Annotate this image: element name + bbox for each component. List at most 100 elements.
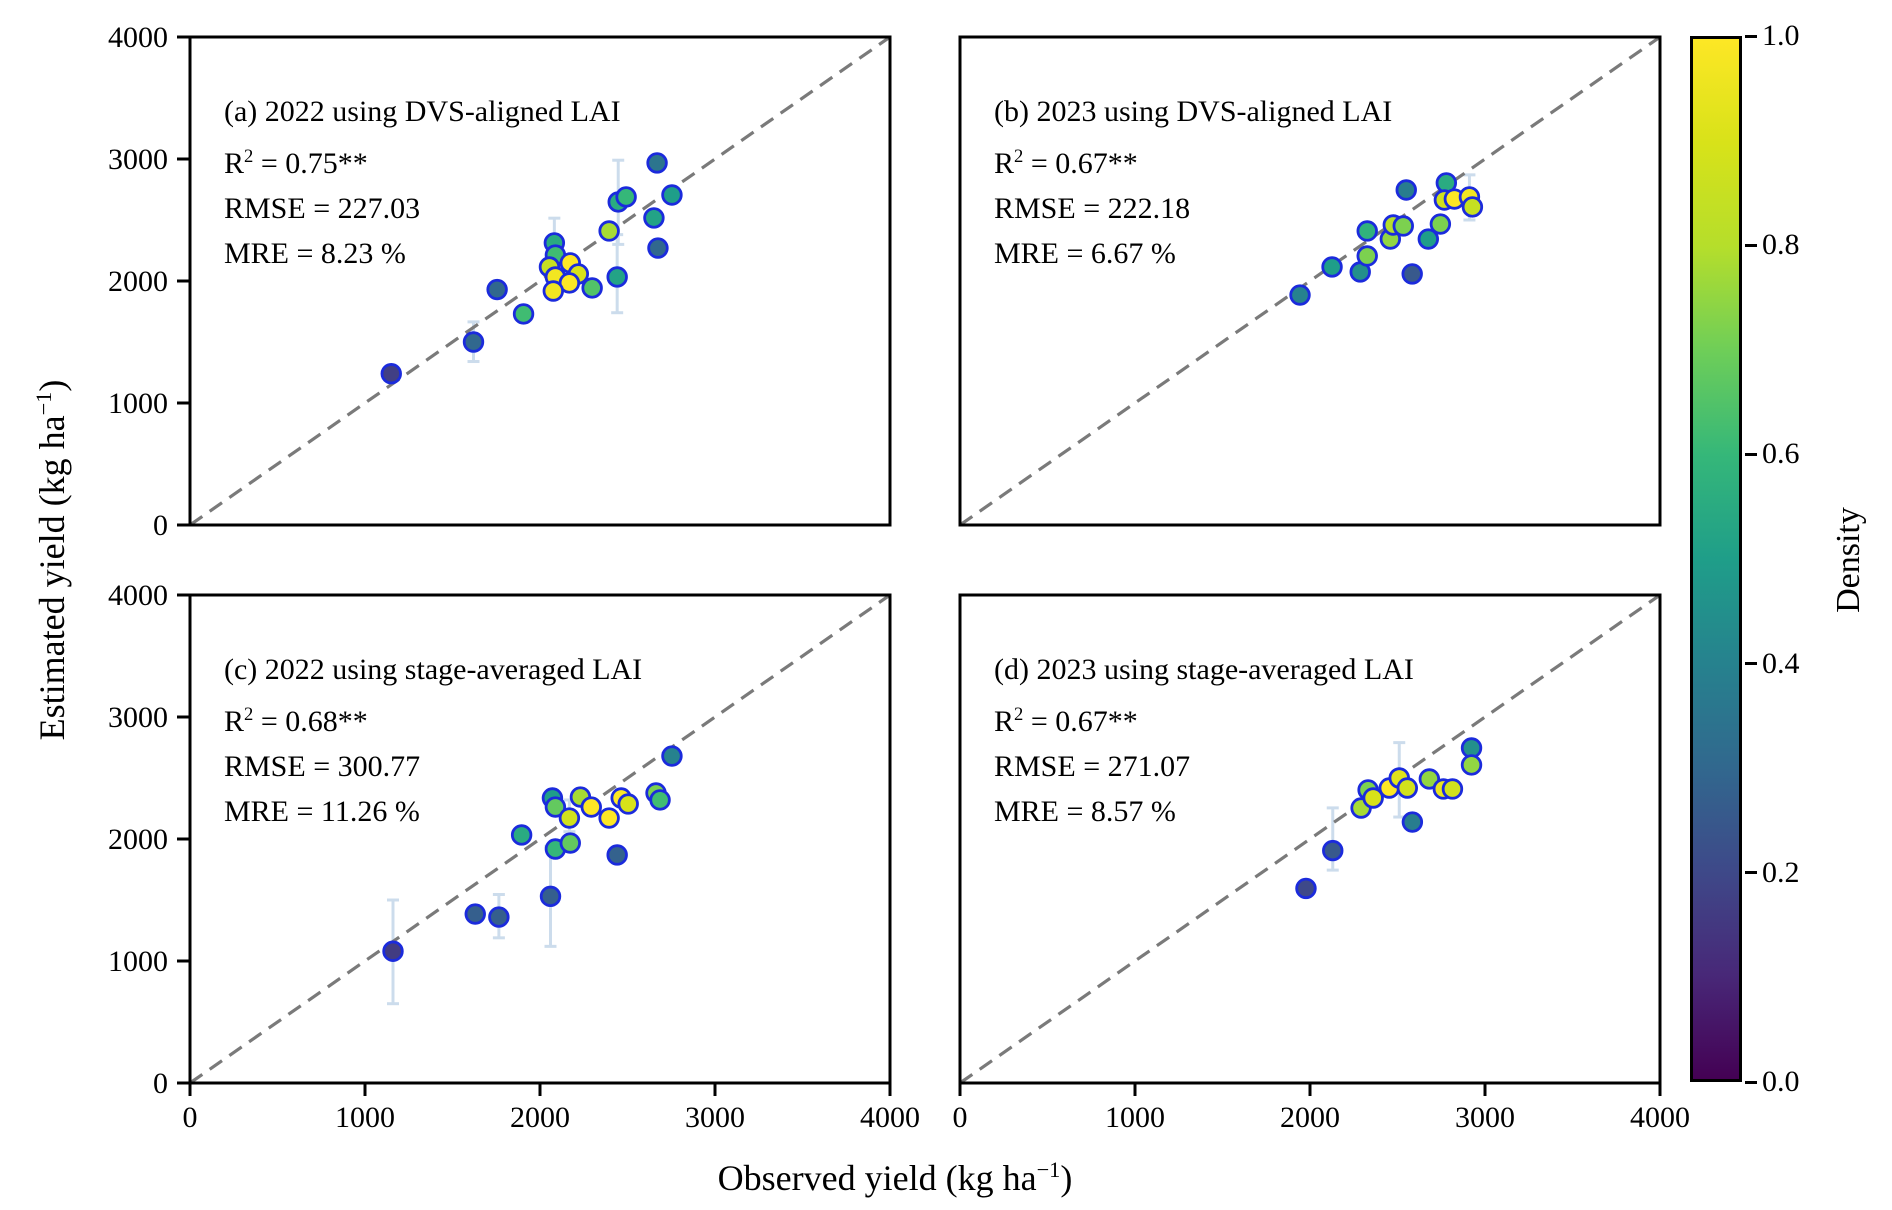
data-point <box>488 906 510 928</box>
data-point <box>1395 179 1417 201</box>
x-tick-label: 3000 <box>685 1101 745 1134</box>
data-point <box>1441 778 1464 800</box>
data-point <box>542 280 565 302</box>
panel-frame <box>958 35 1662 527</box>
scatter-plot-a: 0 1000 2000 3000 4000 <box>108 21 892 542</box>
panel-d-2023-stage-averaged: 0 1000 2000 3000 4000 (d) 2023 using stage-a… <box>953 593 1690 1134</box>
y-tick-label: 3000 <box>108 701 168 734</box>
x-tick-label: 2000 <box>510 1101 570 1134</box>
data-point <box>1289 284 1311 306</box>
data-point <box>1362 787 1384 809</box>
data-point <box>462 331 485 353</box>
panel-title: (c) 2022 using stage-averaged LAI <box>224 653 643 686</box>
y-tick-label: 2000 <box>108 265 168 298</box>
data-point <box>539 885 562 908</box>
colorbar-tick <box>1745 34 1757 38</box>
data-point <box>1417 228 1440 250</box>
data-point <box>606 266 628 288</box>
x-tick-label: 2000 <box>1280 1101 1340 1134</box>
rmse-text: RMSE = 227.03 <box>224 192 421 225</box>
panel-frame <box>958 593 1662 1085</box>
data-point <box>1461 196 1484 218</box>
data-point <box>661 745 683 767</box>
x-tick-label: 3000 <box>1455 1101 1515 1134</box>
panel-title: (b) 2023 using DVS-aligned LAI <box>994 95 1393 128</box>
panel-title: (d) 2023 using stage-averaged LAI <box>994 653 1414 686</box>
r-squared-text: R2 = 0.68** <box>224 704 368 738</box>
colorbar-tick <box>1745 452 1757 456</box>
data-point <box>512 303 535 325</box>
panel-frame <box>188 35 892 527</box>
data-point <box>1392 215 1414 237</box>
data-point <box>464 903 486 925</box>
colorbar-tick <box>1745 662 1757 666</box>
data-point <box>646 152 668 174</box>
scatter-plot-d: 0 1000 2000 3000 4000 <box>953 593 1690 1134</box>
scatter-plot-c: 0 1000 2000 3000 4000 0 1000 2000 3000 4000 <box>108 579 920 1134</box>
data-point <box>647 237 669 259</box>
data-point <box>1418 768 1441 790</box>
panel-frame <box>188 593 892 1085</box>
data-point <box>580 796 602 818</box>
data-point <box>1401 263 1423 285</box>
mre-text: MRE = 8.57 % <box>994 795 1176 828</box>
mre-text: MRE = 8.23 % <box>224 237 406 270</box>
x-tick-label: 1000 <box>1105 1101 1165 1134</box>
mre-text: MRE = 11.26 % <box>224 795 420 828</box>
colorbar: 0.0 0.2 0.4 0.6 0.8 1.0 <box>1690 19 1800 1098</box>
y-tick-label: 1000 <box>108 945 168 978</box>
data-point <box>1401 811 1424 833</box>
colorbar-tick-label: 0.8 <box>1762 228 1800 262</box>
x-tick-label: 1000 <box>335 1101 395 1134</box>
colorbar-tick-label: 0.2 <box>1762 855 1800 889</box>
colorbar-tick-label: 1.0 <box>1762 19 1800 52</box>
x-tick-label: 4000 <box>1630 1101 1690 1134</box>
data-point <box>510 824 533 846</box>
y-tick-label: 0 <box>153 509 168 542</box>
data-point <box>1460 754 1483 776</box>
data-point <box>1356 220 1378 242</box>
r-squared-text: R2 = 0.75** <box>224 146 368 180</box>
data-point <box>598 807 620 829</box>
x-tick-label: 0 <box>953 1101 968 1134</box>
panel-annotation: (a) 2022 using DVS-aligned LAI R2 = 0.75… <box>224 89 621 276</box>
y-tick-label: 4000 <box>108 579 168 612</box>
panel-title: (a) 2022 using DVS-aligned LAI <box>224 95 621 128</box>
colorbar-tick-label: 0.6 <box>1762 437 1800 471</box>
data-point <box>606 844 628 866</box>
y-tick-label: 3000 <box>108 143 168 176</box>
data-point <box>617 793 639 815</box>
data-point <box>559 832 581 854</box>
rmse-text: RMSE = 222.18 <box>994 192 1191 225</box>
data-point <box>1429 213 1452 235</box>
y-tick-label: 1000 <box>108 387 168 420</box>
y-tick-label: 4000 <box>108 21 168 54</box>
data-point <box>615 186 637 208</box>
x-tick-label: 0 <box>183 1101 198 1134</box>
data-point <box>598 220 620 242</box>
colorbar-tick <box>1745 871 1757 875</box>
data-point <box>1356 245 1378 267</box>
y-tick-label: 0 <box>153 1067 168 1100</box>
colorbar-tick <box>1745 243 1757 247</box>
data-point <box>382 940 404 962</box>
data-point <box>581 277 603 299</box>
colorbar-tick <box>1745 1080 1757 1084</box>
colorbar-gradient <box>1690 36 1742 1082</box>
colorbar-tick-label: 0.4 <box>1762 646 1800 680</box>
data-point <box>486 278 508 301</box>
data-point <box>1321 256 1343 278</box>
panel-annotation: (c) 2022 using stage-averaged LAI R2 = 0… <box>224 647 642 834</box>
panel-a-2022-dvs-aligned: 0 1000 2000 3000 4000 (a) 2022 using DVS-ali… <box>108 21 892 542</box>
x-axis-title: Observed yield (kg ha−1) <box>717 1157 1073 1198</box>
scatter-plot-b <box>958 35 1662 527</box>
mre-text: MRE = 6.67 % <box>994 237 1176 270</box>
data-point <box>661 184 683 206</box>
r-squared-text: R2 = 0.67** <box>994 146 1138 180</box>
y-axis-title: Estimated yield (kg ha−1) <box>31 379 72 741</box>
data-point <box>1322 839 1344 862</box>
panel-c-2022-stage-averaged: 0 1000 2000 3000 4000 0 1000 2000 3000 4000 (c) 2… <box>108 579 920 1134</box>
colorbar-label: Density <box>1830 507 1867 613</box>
x-tick-label: 4000 <box>860 1101 920 1134</box>
